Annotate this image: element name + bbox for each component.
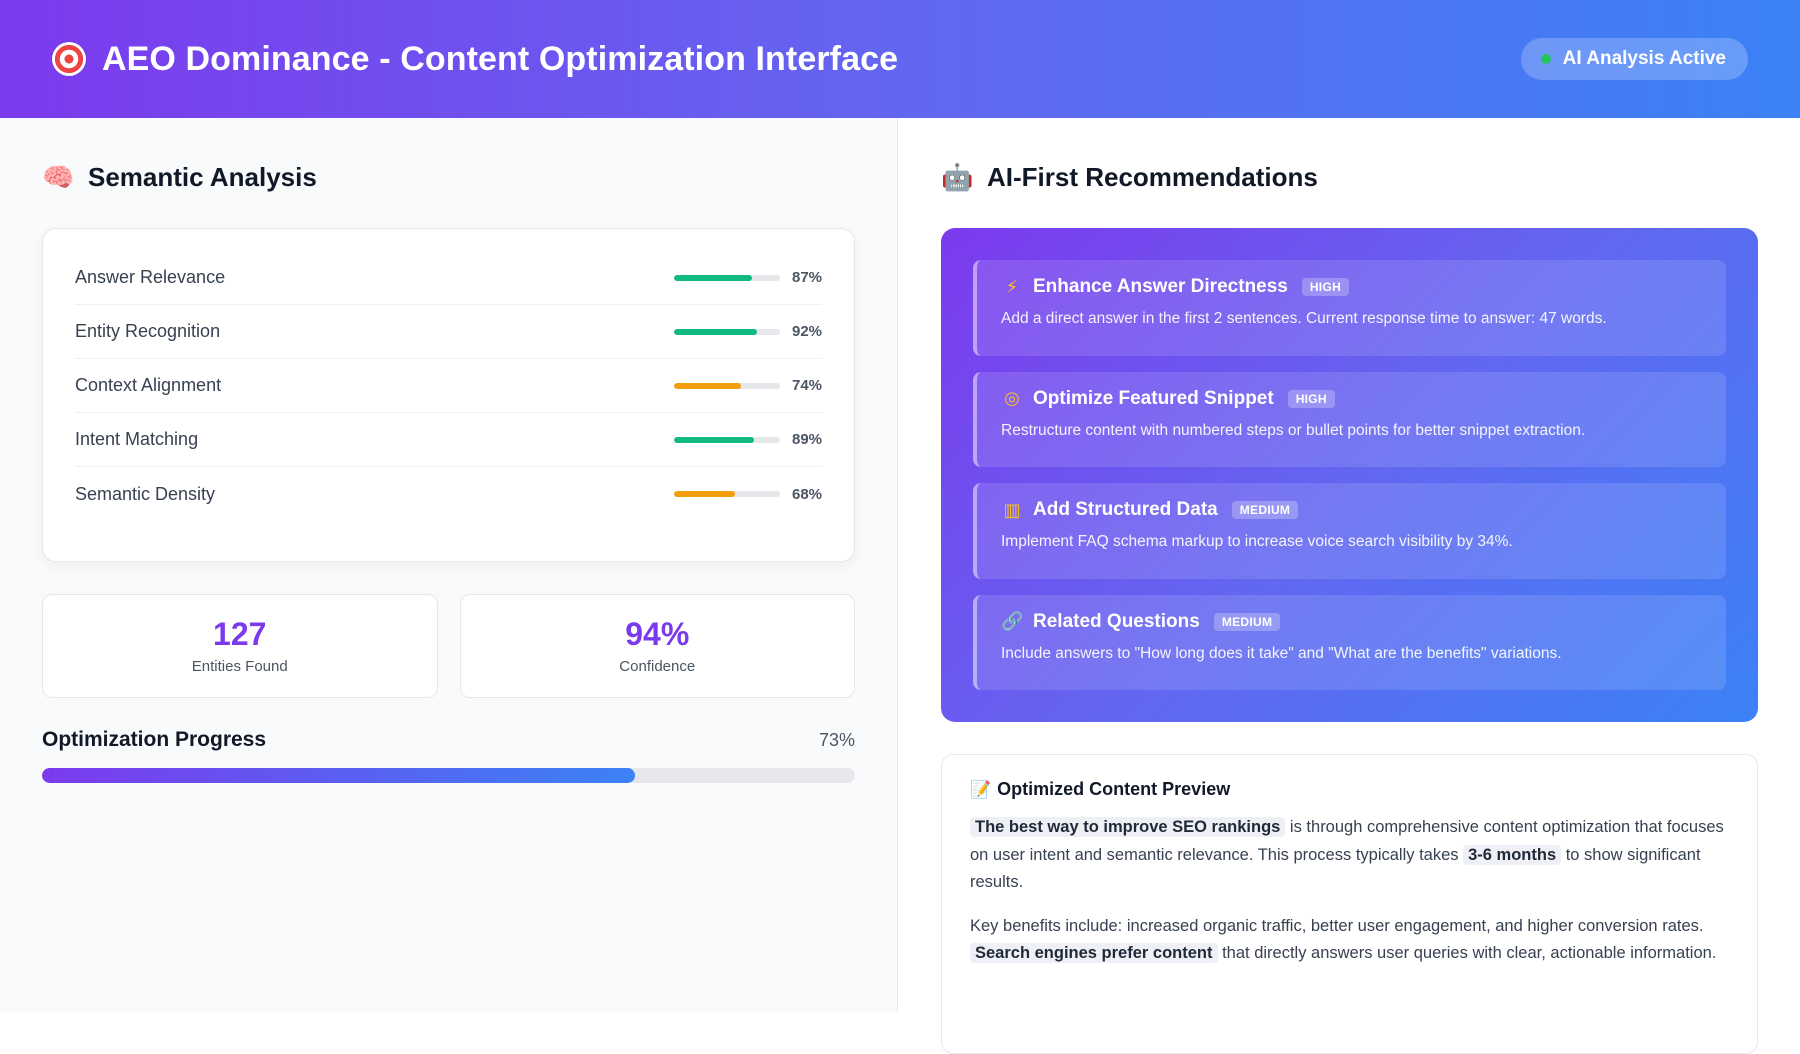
recommendation-header: ◎ Optimize Featured Snippet HIGH	[1001, 388, 1702, 410]
metric-bar-fill	[674, 382, 741, 389]
recommendation-item[interactable]: ▥ Add Structured Data MEDIUM Implement FAQ …	[973, 483, 1726, 579]
progress-header: Optimization Progress 73%	[42, 728, 855, 752]
metric-value: 87%	[792, 269, 823, 286]
metric-bar	[674, 491, 780, 497]
metric-label: Semantic Density	[75, 483, 216, 504]
stat-label: Confidence	[619, 658, 696, 676]
metric-row: Entity Recognition 92%	[75, 305, 822, 359]
metric-label: Answer Relevance	[75, 267, 226, 287]
metric-value: 74%	[792, 377, 823, 394]
metric-row: Answer Relevance 87%	[75, 251, 822, 305]
stat-value: 127	[213, 615, 267, 652]
recommendation-title: Related Questions	[1033, 610, 1200, 632]
status-dot-icon	[1540, 54, 1551, 64]
metric-label: Entity Recognition	[75, 321, 221, 341]
metric-label: Intent Matching	[75, 429, 199, 449]
recommendation-description: Restructure content with numbered steps …	[1001, 421, 1586, 439]
recommendation-description: Add a direct answer in the first 2 sente…	[1001, 310, 1607, 327]
stats-row: 127 Entities Found 94% Confidence	[42, 594, 855, 698]
brain-icon: 🧠	[42, 161, 75, 192]
recommendations-section-header: 🤖 AI-First Recommendations	[941, 156, 1758, 198]
progress-value: 73%	[818, 729, 855, 750]
metric-bar	[674, 436, 780, 443]
highlighted-phrase: Search engines prefer content	[970, 943, 1218, 963]
stat-label: Entities Found	[191, 658, 288, 676]
page-title: AEO Dominance - Content Optimization Int…	[102, 39, 899, 78]
paragraph-text: that directly answers user queries with …	[1217, 944, 1717, 962]
metric-score: 68%	[674, 486, 822, 503]
metrics-card: Answer Relevance 87% Entity Recognition 92%…	[42, 228, 855, 562]
priority-badge: MEDIUM	[1213, 612, 1281, 631]
recommendations-section-title: AI-First Recommendations	[987, 161, 1318, 192]
priority-badge: HIGH	[1301, 278, 1350, 296]
recommendation-header: 🔗 Related Questions MEDIUM	[1001, 611, 1702, 633]
metric-bar-fill	[674, 491, 736, 497]
metric-row: Semantic Density 68%	[75, 467, 822, 521]
lightning-icon: ⚡	[1005, 276, 1019, 297]
metric-value: 92%	[792, 323, 823, 340]
recommendation-header: ⚡ Enhance Answer Directness HIGH	[1001, 276, 1702, 298]
metric-bar-fill	[674, 328, 757, 335]
metric-bar-fill	[674, 274, 753, 281]
metric-value: 89%	[792, 431, 823, 448]
recommendation-title: Enhance Answer Directness	[1033, 276, 1288, 297]
preview-paragraph-1: The best way to improve SEO rankings is …	[970, 814, 1729, 897]
preview-header: 📝 Optimized Content Preview	[970, 779, 1729, 800]
recommendations-panel: 🤖 AI-First Recommendations ⚡ Enhance Answ…	[899, 118, 1800, 1054]
semantic-analysis-panel: 🧠 Semantic Analysis Answer Relevance 87% E…	[0, 118, 898, 1012]
metric-score: 92%	[674, 323, 822, 340]
ai-status-badge[interactable]: AI Analysis Active	[1520, 38, 1748, 80]
progress-title: Optimization Progress	[42, 728, 267, 751]
recommendation-item[interactable]: ⚡ Enhance Answer Directness HIGH Add a dire…	[973, 260, 1726, 356]
highlighted-phrase: The best way to improve SEO rankings	[970, 817, 1286, 837]
metric-score: 87%	[674, 269, 822, 286]
recommendations-list: ⚡ Enhance Answer Directness HIGH Add a dire…	[941, 228, 1758, 722]
header-title-group: AEO Dominance - Content Optimization Int…	[52, 40, 898, 79]
paragraph-text: is through comprehensive content optimiz…	[970, 818, 1724, 864]
recommendation-header: ▥ Add Structured Data MEDIUM	[1001, 499, 1702, 521]
stat-value: 94%	[625, 615, 690, 652]
metric-bar	[674, 274, 780, 281]
confidence-stat-card: 94% Confidence	[459, 594, 855, 698]
robot-icon: 🤖	[941, 161, 974, 192]
paragraph-text: to show significant results.	[970, 845, 1701, 892]
memo-icon: 📝	[970, 779, 992, 799]
recommendation-item[interactable]: 🔗 Related Questions MEDIUM Include answers …	[973, 594, 1726, 690]
paragraph-text: Key benefits include: increased organic …	[970, 916, 1704, 935]
metric-bar	[674, 328, 780, 335]
status-label: AI Analysis Active	[1562, 48, 1726, 69]
target-icon: ◎	[1004, 388, 1020, 408]
priority-badge: HIGH	[1287, 389, 1335, 408]
metric-value: 68%	[792, 485, 823, 503]
recommendation-item[interactable]: ◎ Optimize Featured Snippet HIGH Restructur…	[973, 371, 1726, 467]
semantic-section-title: Semantic Analysis	[88, 161, 317, 192]
metric-row: Context Alignment 74%	[75, 359, 822, 413]
preview-title: Optimized Content Preview	[997, 779, 1231, 799]
recommendation-description: Implement FAQ schema markup to increase …	[1001, 533, 1513, 550]
priority-badge: MEDIUM	[1231, 501, 1299, 519]
content-preview-card: 📝 Optimized Content Preview The best way…	[941, 754, 1758, 1054]
recommendation-title: Add Structured Data	[1033, 499, 1218, 520]
highlighted-phrase: 3-6 months	[1463, 844, 1562, 865]
metric-score: 74%	[674, 377, 822, 394]
metric-row: Intent Matching 89%	[75, 413, 822, 467]
app-header: AEO Dominance - Content Optimization Int…	[0, 0, 1800, 118]
entities-stat-card: 127 Entities Found	[42, 594, 438, 698]
metric-bar	[674, 382, 780, 389]
metric-bar-fill	[674, 436, 755, 443]
link-icon: 🔗	[1001, 611, 1024, 631]
metric-score: 89%	[674, 431, 822, 448]
preview-paragraph-2: Key benefits include: increased organic …	[970, 913, 1729, 968]
optimization-progress-bar	[42, 768, 855, 783]
metric-label: Context Alignment	[75, 375, 222, 395]
target-icon	[52, 42, 86, 76]
progress-fill	[42, 768, 636, 783]
semantic-section-header: 🧠 Semantic Analysis	[42, 156, 855, 198]
recommendation-description: Include answers to "How long does it tak…	[1001, 644, 1562, 662]
recommendation-title: Optimize Featured Snippet	[1033, 387, 1274, 409]
bar-chart-icon: ▥	[1003, 499, 1021, 520]
